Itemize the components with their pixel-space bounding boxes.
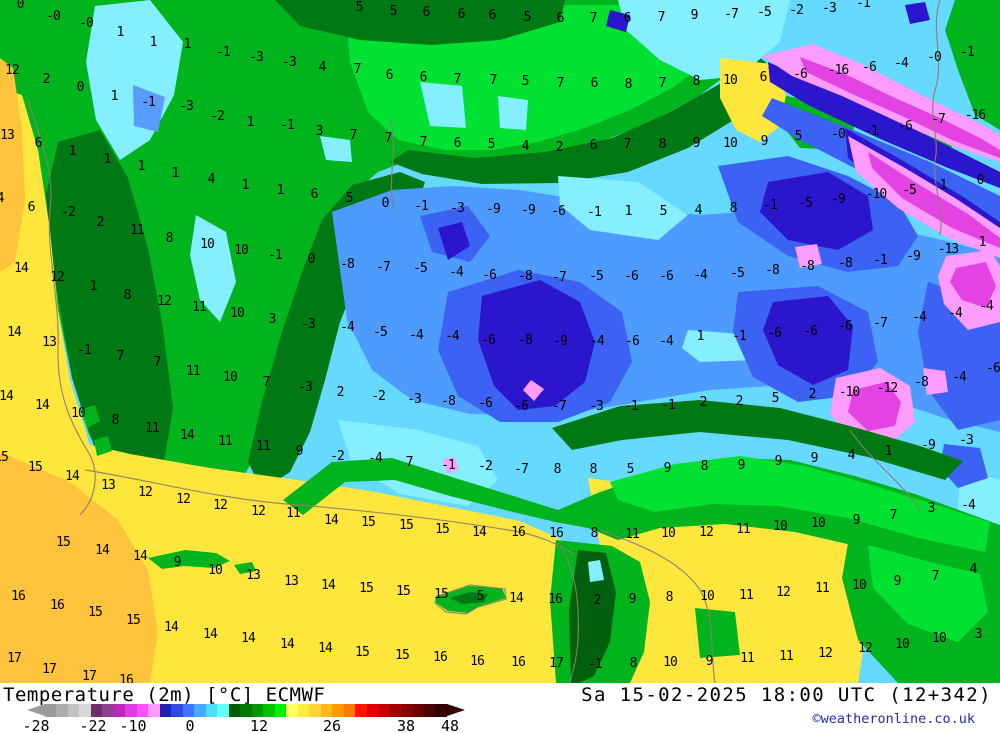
colorbar-tick: -28 xyxy=(22,717,50,733)
colorbar-swatch xyxy=(136,704,149,717)
colorbar-swatch xyxy=(320,704,333,717)
region-magenta-cores xyxy=(800,57,1000,431)
colorbar-swatch xyxy=(297,704,310,717)
colorbar-swatch xyxy=(378,704,390,717)
colorbar-right-arrow xyxy=(447,704,465,716)
legend-title: Temperature (2m) [°C] ECMWF xyxy=(3,684,326,706)
colorbar-swatch xyxy=(67,704,80,717)
colorbar-swatch xyxy=(263,704,275,717)
colorbar-swatch xyxy=(240,704,252,717)
colorbar-tick: 0 xyxy=(185,717,195,733)
colorbar xyxy=(45,704,447,717)
colorbar-swatch xyxy=(343,704,356,717)
temperature-map: 5 5 6 6 6 5 6 7 6 7 9 -7 -5 -2 -3 -1 0 -0 -0 1 1 1 -1 -3 -3 4 7 6 6 7… xyxy=(0,0,1000,687)
colorbar-swatch xyxy=(194,704,206,717)
coastlines xyxy=(27,0,942,683)
colorbar-swatch xyxy=(90,704,103,717)
colorbar-tick: 48 xyxy=(440,717,460,733)
colorbar-swatch xyxy=(228,704,241,717)
colorbar-swatch xyxy=(159,704,172,717)
copyright-text: ©weatheronline.co.uk xyxy=(812,711,975,727)
colorbar-swatch xyxy=(274,704,287,717)
colorbar-swatch xyxy=(217,704,229,717)
colorbar-swatch xyxy=(435,704,447,717)
legend-bar: Temperature (2m) [°C] ECMWF Sa 15-02-202… xyxy=(0,683,1000,733)
colorbar-swatch xyxy=(401,704,413,717)
region-islands xyxy=(80,405,506,613)
colorbar-swatch xyxy=(251,704,264,717)
colorbar-swatch xyxy=(45,704,57,717)
colorbar-swatch xyxy=(412,704,424,717)
region-green-dark xyxy=(46,0,782,490)
region-green-belt-south xyxy=(283,400,1000,585)
colorbar-tick: 12 xyxy=(249,717,269,733)
colorbar-swatch xyxy=(79,704,91,717)
colorbar-swatch xyxy=(355,704,367,717)
colorbar-swatch xyxy=(205,704,218,717)
colorbar-tick: -10 xyxy=(119,717,147,733)
colorbar-swatch xyxy=(366,704,379,717)
region-blue-spot-nw xyxy=(133,85,165,132)
colorbar-swatch xyxy=(125,704,137,717)
colorbar-swatch xyxy=(56,704,68,717)
colorbar-swatch xyxy=(102,704,114,717)
region-green-southeast xyxy=(550,520,1000,683)
colorbar-swatch xyxy=(182,704,195,717)
colorbar-swatch xyxy=(389,704,402,717)
colorbar-tick: 38 xyxy=(396,717,416,733)
colorbar-left-arrow xyxy=(27,704,45,716)
colorbar-swatch xyxy=(113,704,126,717)
colorbar-swatch xyxy=(332,704,344,717)
colorbar-tick: 26 xyxy=(322,717,342,733)
colorbar-swatch xyxy=(148,704,160,717)
legend-datetime: Sa 15-02-2025 18:00 UTC (12+342) xyxy=(581,684,992,706)
colorbar-swatch xyxy=(309,704,321,717)
colorbar-swatch xyxy=(171,704,183,717)
map-regions-svg xyxy=(0,0,1000,683)
colorbar-swatch xyxy=(286,704,298,717)
colorbar-swatch xyxy=(423,704,436,717)
region-orange xyxy=(0,58,158,683)
colorbar-tick: -22 xyxy=(79,717,107,733)
